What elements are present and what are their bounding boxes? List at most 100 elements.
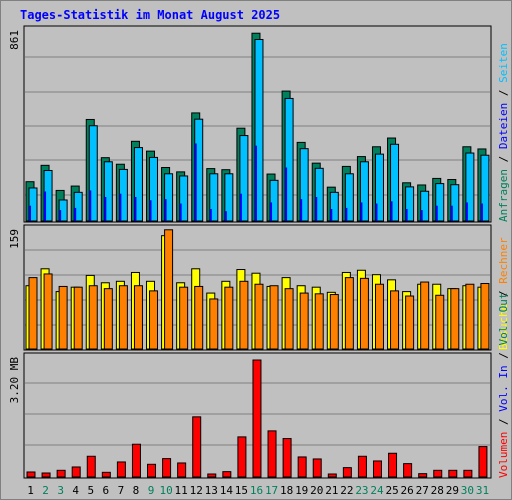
bar-seiten-day-28 [435, 183, 445, 222]
bar-dateien-day-23 [360, 202, 363, 221]
bar-dateien-day-2 [44, 191, 47, 221]
bar-rechner-day-18 [284, 288, 294, 350]
bar-rechner-day-28 [435, 294, 445, 350]
bar-volumen-day-5 [86, 455, 96, 478]
legend-separator: / [497, 149, 510, 169]
bar-seiten-day-23 [359, 161, 369, 222]
day-label-5: 5 [87, 484, 94, 497]
day-label-22: 22 [340, 484, 353, 497]
bar-dateien-day-17 [270, 202, 273, 221]
bar-volumen-day-15 [237, 436, 247, 478]
bar-dateien-day-10 [164, 199, 167, 221]
bar-volumen-day-31 [478, 446, 488, 478]
bar-rechner-day-5 [88, 285, 98, 350]
bar-seiten-day-24 [374, 153, 384, 222]
bar-volumen-day-22 [342, 467, 352, 478]
bar-volumen-day-18 [282, 438, 292, 478]
bar-rechner-day-15 [239, 280, 249, 350]
legend-entry-volumen: Volumen [497, 432, 510, 478]
legend-separator: / [497, 346, 510, 366]
bar-dateien-day-24 [375, 203, 378, 221]
day-label-8: 8 [133, 484, 140, 497]
day-label-25: 25 [385, 484, 398, 497]
bar-seiten-day-20 [314, 167, 324, 222]
bar-volumen-day-14 [222, 471, 232, 478]
day-label-31: 31 [476, 484, 489, 497]
day-label-13: 13 [205, 484, 218, 497]
bar-rechner-day-23 [359, 277, 369, 350]
day-label-4: 4 [72, 484, 79, 497]
bar-volumen-day-23 [357, 455, 367, 478]
day-label-7: 7 [118, 484, 125, 497]
bar-dateien-day-4 [74, 207, 77, 221]
bar-rechner-day-16 [254, 283, 264, 350]
day-label-26: 26 [401, 484, 414, 497]
bar-rechner-day-17 [269, 285, 279, 350]
bar-volumen-day-12 [192, 416, 202, 478]
bar-rechner-day-31 [480, 283, 490, 350]
panel-requests-legend: Anfragen / Dateien / Seiten [497, 43, 510, 222]
bar-dateien-day-30 [465, 202, 468, 221]
bar-volumen-day-1 [26, 471, 36, 478]
day-label-1: 1 [27, 484, 34, 497]
bar-volumen-day-19 [297, 456, 307, 478]
day-label-23: 23 [355, 484, 368, 497]
bar-dateien-day-11 [179, 203, 182, 221]
bar-rechner-day-9 [149, 290, 159, 350]
panel-visits-max-label: 159 [8, 229, 21, 249]
bar-volumen-day-29 [448, 469, 458, 478]
bar-volumen-day-24 [372, 460, 382, 478]
bar-rechner-day-13 [209, 298, 219, 350]
bar-volumen-day-6 [101, 471, 111, 478]
day-label-10: 10 [159, 484, 172, 497]
panel-requests-max-label: 861 [8, 30, 21, 50]
day-label-11: 11 [175, 484, 188, 497]
bar-rechner-day-26 [405, 295, 415, 350]
panel-volume-legend: Volumen / Vol. In / Vol. Out [497, 293, 510, 478]
bar-rechner-day-22 [344, 277, 354, 350]
legend-entry-besuche: Besuche [497, 304, 510, 350]
bar-seiten-day-6 [103, 161, 113, 222]
legend-entry-vol-in: Vol. In [497, 365, 510, 411]
day-label-27: 27 [416, 484, 429, 497]
legend-entry-rechner: Rechner [497, 237, 510, 284]
bar-rechner-day-14 [224, 286, 234, 350]
bar-seiten-day-30 [465, 152, 475, 222]
legend-entry-anfragen: Anfragen [497, 169, 510, 222]
panel-volume-max-label: 3.20 MB [8, 357, 21, 404]
bar-volumen-day-2 [41, 472, 51, 478]
bar-dateien-day-1 [29, 205, 31, 221]
bar-rechner-day-3 [58, 285, 68, 350]
day-label-29: 29 [446, 484, 459, 497]
bar-volumen-day-11 [177, 462, 187, 478]
bar-rechner-day-27 [420, 281, 430, 350]
bar-volumen-day-3 [56, 469, 66, 478]
bar-dateien-day-22 [345, 207, 348, 221]
bar-volumen-day-28 [433, 469, 443, 478]
day-label-6: 6 [103, 484, 110, 497]
legend-entry-vol-out: Vol. Out [497, 293, 510, 346]
bar-rechner-day-25 [390, 290, 400, 350]
bar-seiten-day-16 [254, 38, 264, 222]
legend-entry-seiten: Seiten [497, 43, 510, 83]
day-label-20: 20 [310, 484, 323, 497]
bar-dateien-day-26 [405, 208, 408, 221]
day-label-18: 18 [280, 484, 293, 497]
bar-volumen-day-26 [403, 463, 413, 478]
day-label-3: 3 [57, 484, 64, 497]
bar-seiten-day-26 [405, 186, 415, 222]
bar-rechner-day-30 [465, 283, 475, 350]
day-label-19: 19 [295, 484, 308, 497]
bar-volumen-day-20 [312, 458, 322, 478]
bar-rechner-day-6 [103, 288, 113, 350]
day-label-15: 15 [235, 484, 248, 497]
bar-dateien-day-27 [420, 210, 423, 221]
bar-seiten-day-25 [390, 143, 400, 222]
bar-dateien-day-9 [149, 200, 152, 221]
bar-volumen-day-10 [162, 458, 172, 478]
bar-seiten-day-15 [239, 135, 249, 222]
bar-rechner-day-29 [450, 288, 460, 350]
bar-rechner-day-19 [299, 292, 309, 350]
bar-volumen-day-7 [116, 461, 126, 478]
